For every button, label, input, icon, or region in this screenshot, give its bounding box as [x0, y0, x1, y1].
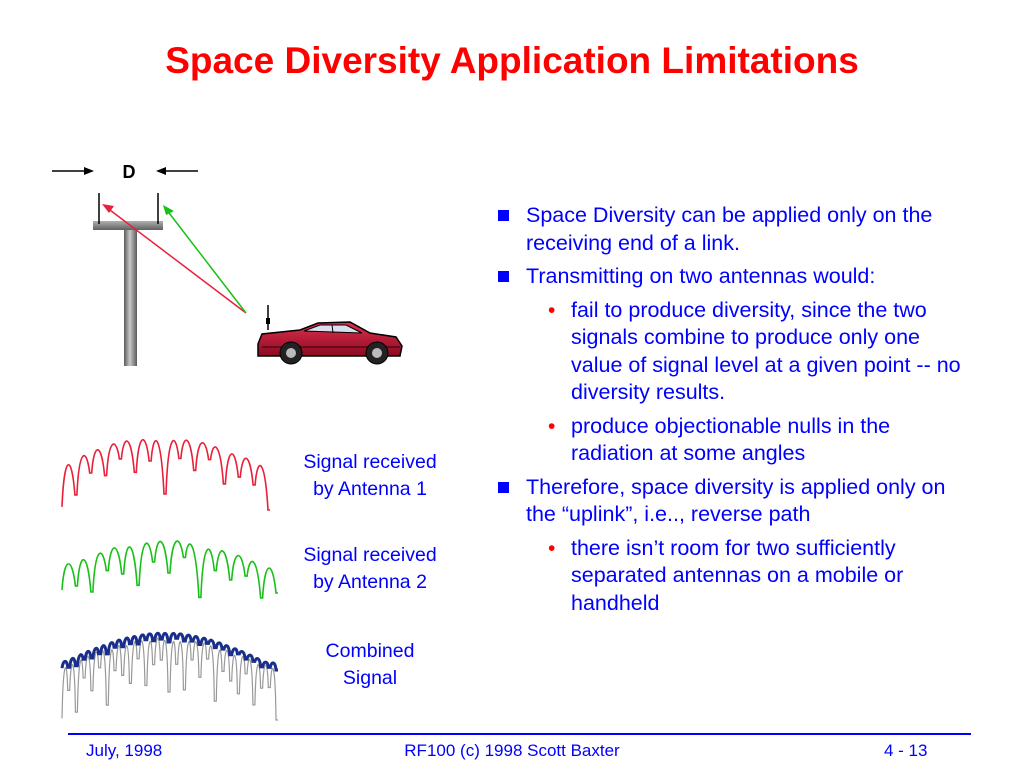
square-bullet-icon [498, 271, 509, 282]
bullet-item: Transmitting on two antennas would: [496, 263, 966, 291]
footer-date: July, 1998 [86, 741, 163, 760]
square-bullet-icon [498, 210, 509, 221]
dot-bullet-icon: • [548, 298, 556, 322]
signal-wave-antenna-2 [61, 540, 278, 599]
sub-bullet-item: • fail to produce diversity, since the t… [548, 297, 961, 405]
bullet-list: Space Diversity can be applied only on t… [496, 202, 966, 623]
sub-bullet-item: • produce objectionable nulls in the rad… [548, 413, 891, 466]
signal-label-combined: Combined Signal [325, 640, 415, 689]
slide-title: Space Diversity Application Limitations [165, 40, 859, 81]
bullet-item: Space Diversity can be applied only on t… [496, 202, 966, 257]
signal-wave-combined [60, 631, 278, 672]
distance-arrows: D [52, 162, 198, 182]
signal-wave-antenna-1 [61, 438, 270, 511]
signal-waveforms [60, 438, 278, 721]
bullet-item: Therefore, space diversity is applied on… [496, 474, 966, 529]
signal-paths [102, 204, 247, 314]
signal-label-antenna-1: Signal received by Antenna 1 [303, 451, 437, 500]
footer-page-number: 4 - 13 [884, 741, 928, 760]
dot-bullet-icon: • [548, 414, 556, 438]
car-icon [257, 305, 403, 365]
dot-bullet-icon: • [548, 536, 556, 560]
signal-label-antenna-2: Signal received by Antenna 2 [303, 544, 437, 593]
footer-copyright: RF100 (c) 1998 Scott Baxter [404, 741, 620, 760]
distance-label: D [123, 162, 136, 182]
sub-bullet-item: • there isn’t room for two sufficiently … [548, 535, 904, 615]
footer-divider [68, 733, 971, 735]
square-bullet-icon [498, 481, 509, 493]
antenna-tower [93, 193, 163, 366]
